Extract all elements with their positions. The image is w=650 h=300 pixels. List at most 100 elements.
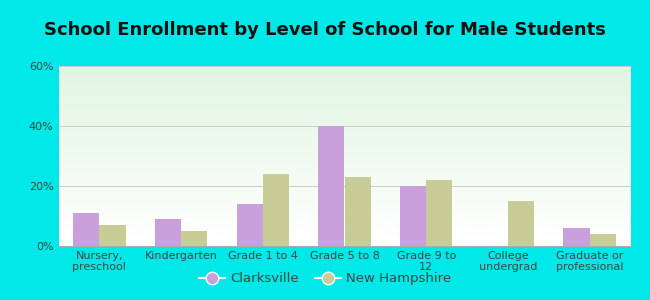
Bar — [590, 234, 616, 246]
Bar — [58, 104, 630, 106]
Bar — [58, 130, 630, 131]
Bar — [58, 142, 630, 143]
Bar — [58, 241, 630, 242]
Bar — [58, 73, 630, 74]
Bar — [99, 225, 125, 246]
Bar — [58, 102, 630, 103]
Bar — [58, 240, 630, 241]
Bar — [58, 188, 630, 190]
Bar — [58, 119, 630, 120]
Bar — [58, 115, 630, 116]
Bar — [58, 155, 630, 156]
Bar — [58, 143, 630, 144]
Bar — [58, 103, 630, 104]
Bar — [58, 224, 630, 226]
Bar — [58, 125, 630, 126]
Bar — [58, 139, 630, 140]
Bar — [58, 144, 630, 145]
Bar — [73, 213, 99, 246]
Bar — [58, 72, 630, 73]
Bar — [58, 94, 630, 95]
Bar — [237, 204, 263, 246]
Bar — [58, 160, 630, 161]
Bar — [58, 150, 630, 151]
Bar — [58, 134, 630, 136]
Bar — [58, 77, 630, 78]
Bar — [58, 200, 630, 202]
Bar — [58, 176, 630, 178]
Bar — [58, 215, 630, 216]
Bar — [58, 223, 630, 224]
Bar — [58, 222, 630, 223]
Bar — [58, 121, 630, 122]
Bar — [58, 179, 630, 180]
Bar — [58, 96, 630, 97]
Bar — [58, 217, 630, 218]
Bar — [58, 209, 630, 210]
Bar — [58, 100, 630, 101]
Bar — [58, 116, 630, 118]
Bar — [58, 184, 630, 185]
Bar — [58, 110, 630, 112]
Bar — [58, 173, 630, 174]
Bar — [58, 107, 630, 108]
Bar — [58, 106, 630, 107]
Bar — [58, 114, 630, 115]
Legend: Clarksville, New Hampshire: Clarksville, New Hampshire — [193, 267, 457, 290]
Bar — [58, 124, 630, 125]
Bar — [58, 216, 630, 217]
Bar — [58, 199, 630, 200]
Bar — [58, 88, 630, 89]
Bar — [58, 154, 630, 155]
Bar — [344, 177, 370, 246]
Bar — [58, 164, 630, 166]
Bar — [58, 210, 630, 211]
Bar — [58, 169, 630, 170]
Bar — [58, 236, 630, 238]
Bar — [58, 220, 630, 221]
Bar — [58, 68, 630, 70]
Bar — [508, 201, 534, 246]
Bar — [58, 145, 630, 146]
Bar — [58, 172, 630, 173]
Bar — [58, 229, 630, 230]
Bar — [58, 89, 630, 90]
Bar — [58, 206, 630, 208]
Bar — [58, 146, 630, 148]
Bar — [58, 233, 630, 234]
Bar — [58, 112, 630, 113]
Bar — [58, 84, 630, 85]
Bar — [58, 97, 630, 98]
Bar — [58, 70, 630, 71]
Bar — [58, 118, 630, 119]
Bar — [58, 221, 630, 222]
Bar — [58, 170, 630, 172]
Bar — [564, 228, 590, 246]
Bar — [58, 198, 630, 199]
Bar — [58, 235, 630, 236]
Bar — [58, 196, 630, 197]
Bar — [58, 79, 630, 80]
Bar — [58, 187, 630, 188]
Bar — [58, 239, 630, 240]
Bar — [58, 174, 630, 175]
Bar — [58, 67, 630, 68]
Bar — [58, 234, 630, 235]
Bar — [58, 137, 630, 138]
Bar — [58, 136, 630, 137]
Bar — [58, 140, 630, 142]
Bar — [58, 190, 630, 191]
Bar — [58, 194, 630, 196]
Bar — [58, 71, 630, 72]
Bar — [58, 238, 630, 239]
Bar — [58, 74, 630, 76]
Bar — [58, 214, 630, 215]
Bar — [58, 82, 630, 83]
Bar — [318, 126, 344, 246]
Bar — [58, 83, 630, 84]
Bar — [58, 76, 630, 77]
Bar — [58, 80, 630, 82]
Bar — [58, 232, 630, 233]
Bar — [58, 208, 630, 209]
Bar — [58, 131, 630, 132]
